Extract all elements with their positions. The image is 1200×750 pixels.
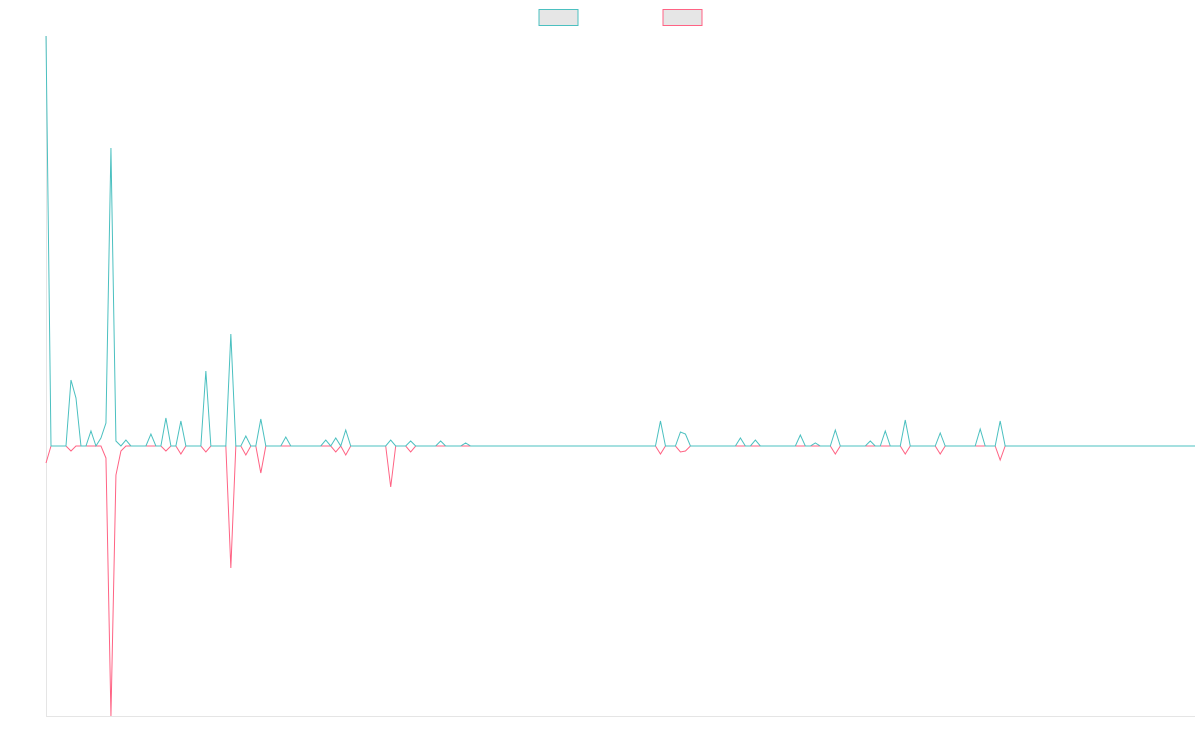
series-line	[45, 445, 1195, 717]
legend-swatch	[662, 9, 703, 26]
series-line	[45, 35, 1195, 448]
legend-swatch	[538, 9, 579, 26]
